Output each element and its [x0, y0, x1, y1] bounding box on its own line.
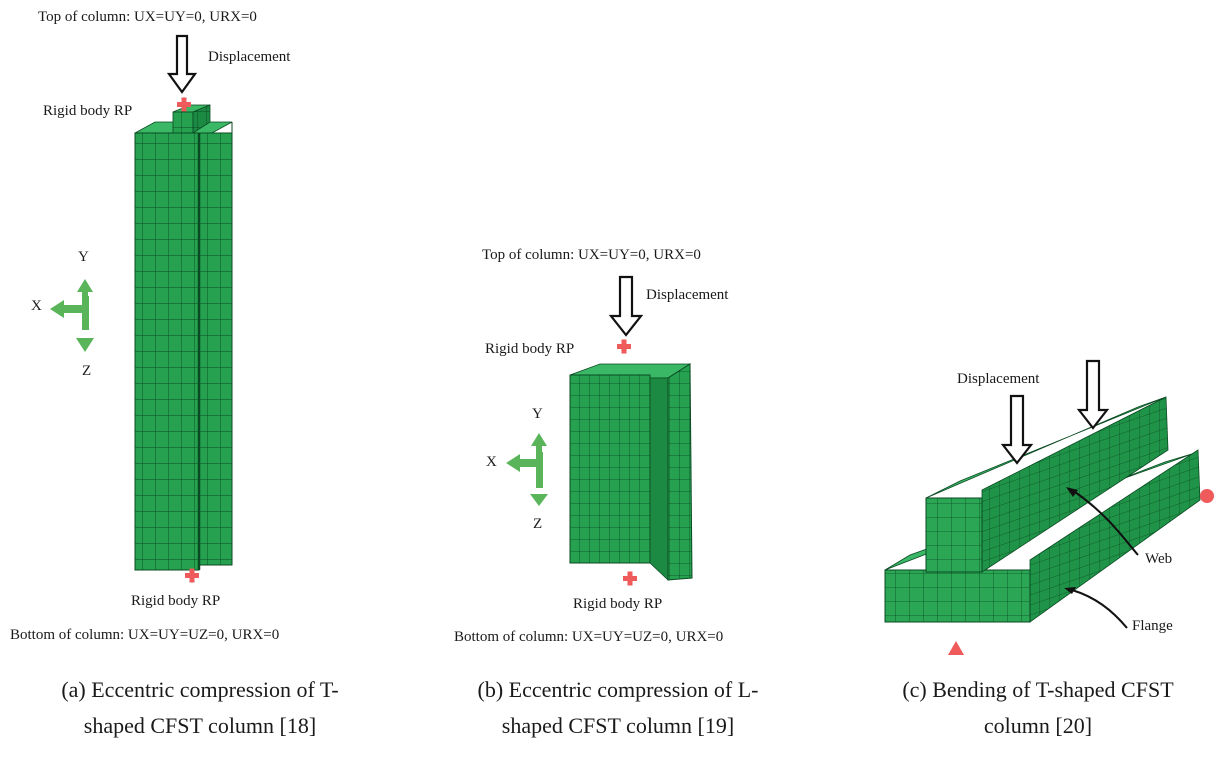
panel-a-displacement-arrow	[166, 34, 198, 94]
panel-b-top-boundary-label: Top of column: UX=UY=0, URX=0	[482, 247, 701, 263]
panel-a-bottom-boundary-label: Bottom of column: UX=UY=UZ=0, URX=0	[10, 627, 280, 643]
panel-c-displacement-arrow-left	[1000, 394, 1034, 465]
panel-c-displacement-arrow-right	[1076, 359, 1110, 430]
panel-c-leader-lines	[1064, 487, 1139, 629]
panel-a-model	[134, 104, 233, 571]
panel-b-bottom-boundary-label: Bottom of column: UX=UY=UZ=0, URX=0	[454, 629, 724, 645]
panel-b-rp-top-marker	[617, 339, 631, 354]
panel-a-axis-x-label: X	[31, 298, 42, 314]
panel-b-displacement-label: Displacement	[646, 287, 729, 303]
panel-c-web-label: Web	[1145, 551, 1173, 567]
panel-c-support-markers	[948, 489, 1214, 655]
panel-b-axis-y-label: Y	[532, 406, 543, 422]
panel-a-axis-y-label: Y	[78, 249, 89, 265]
panel-a-caption-line2: shaped CFST column [18]	[83, 713, 317, 738]
panel-a-rp-top-marker	[177, 97, 191, 112]
panel-a-axis-z-label: Z	[82, 363, 92, 379]
panel-b-axis-z-label: Z	[533, 516, 543, 532]
panel-b-caption-line1: (b) Eccentric compression of L-	[477, 677, 759, 702]
panel-c-caption: (c) Bending of T-shaped CFST column [20]	[850, 672, 1226, 744]
panel-b-rp-bottom-label: Rigid body RP	[573, 596, 663, 612]
panel-a-rp-bottom-marker	[185, 568, 199, 583]
panel-a-rp-top-label: Rigid body RP	[43, 103, 133, 119]
panel-b-axis-triad	[506, 433, 548, 506]
panel-b-axis-x-label: X	[486, 454, 497, 470]
panel-b-caption-line2: shaped CFST column [19]	[501, 713, 735, 738]
panel-a-displacement-label: Displacement	[208, 49, 291, 65]
panel-a-caption: (a) Eccentric compression of T- shaped C…	[0, 672, 400, 744]
panel-b-displacement-arrow	[608, 275, 644, 337]
panel-c-model	[884, 396, 1201, 623]
panel-c-caption-line2: column [20]	[983, 713, 1093, 738]
panel-c-flange-label: Flange	[1132, 618, 1173, 634]
panel-a-rp-bottom-label: Rigid body RP	[131, 593, 221, 609]
panel-a-top-boundary-label: Top of column: UX=UY=0, URX=0	[38, 9, 257, 25]
panel-b-caption: (b) Eccentric compression of L- shaped C…	[418, 672, 818, 744]
panel-c-caption-line1: (c) Bending of T-shaped CFST	[902, 677, 1174, 702]
panel-c-displacement-label: Displacement	[957, 371, 1040, 387]
panel-b-rp-top-label: Rigid body RP	[485, 341, 575, 357]
panel-a-axis-triad	[50, 279, 94, 352]
panel-b-model	[569, 363, 693, 581]
panel-b-rp-bottom-marker	[623, 571, 637, 586]
panel-a-caption-line1: (a) Eccentric compression of T-	[61, 677, 339, 702]
